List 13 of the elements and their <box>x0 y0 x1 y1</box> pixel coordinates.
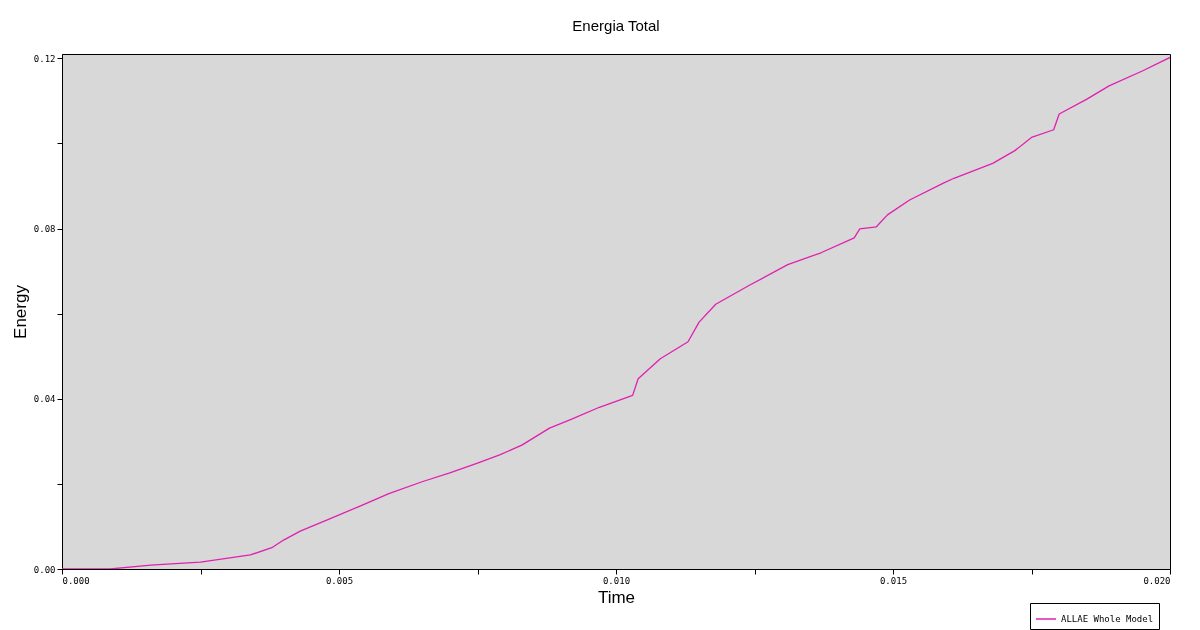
x-tick-label: 0.000 <box>62 575 90 586</box>
chart-title: Energia Total <box>572 17 660 34</box>
y-axis-title: Energy <box>10 284 30 339</box>
y-tick-label: 0.04 <box>33 394 56 405</box>
x-axis-title: Time <box>597 587 636 607</box>
x-tick-label: 0.005 <box>325 575 354 586</box>
legend-label: ALLAE Whole Model <box>1061 614 1154 624</box>
y-tick-label: 0.00 <box>33 564 56 575</box>
y-tick-label: 0.08 <box>33 224 56 234</box>
x-tick-label: 0.020 <box>1143 575 1171 586</box>
y-tick-label: 0.12 <box>33 53 56 64</box>
x-tick-label: 0.010 <box>602 575 631 586</box>
x-tick-label: 0.015 <box>879 575 908 586</box>
